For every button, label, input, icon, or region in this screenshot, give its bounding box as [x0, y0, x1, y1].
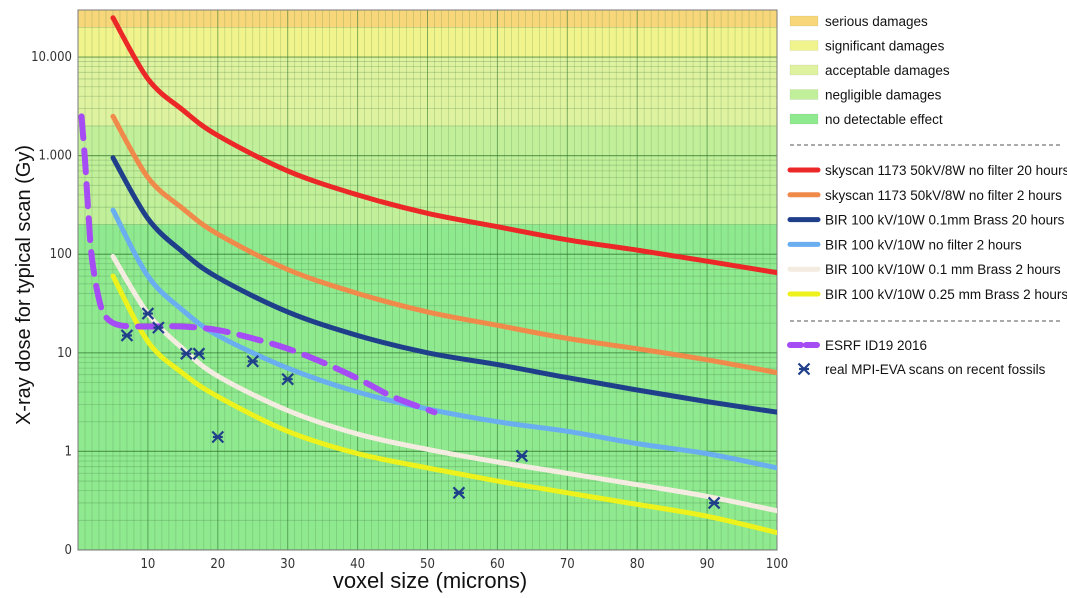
y-tick-label: 100: [50, 247, 72, 262]
legend-swatch: [789, 15, 819, 27]
legend: serious damages significant damages accept…: [787, 14, 1067, 377]
series-line: [110, 113, 777, 376]
scatter-point: [246, 355, 260, 368]
legend-swatch: [789, 113, 819, 125]
legend-label: BIR 100 kV/10W 0.1mm Brass 20 hours: [825, 213, 1065, 228]
x-tick-label: 60: [490, 557, 505, 572]
legend-label: negligible damages: [825, 88, 942, 103]
y-tick-labels: 0 1 10 100 1.000 10.000: [31, 50, 72, 558]
series-line: [110, 15, 777, 276]
scatter-point: [141, 307, 155, 320]
series-line: [110, 155, 777, 415]
legend-label: skyscan 1173 50kV/8W no filter 2 hours: [825, 188, 1062, 203]
x-tick-label: 20: [210, 557, 225, 572]
scatter-point: [515, 449, 529, 463]
scatter-points: [120, 307, 721, 510]
legend-swatch: [797, 362, 811, 376]
scatter-point: [452, 486, 466, 500]
scatter-point: [192, 347, 206, 360]
scatter-point: [281, 372, 294, 386]
x-tick-label: 40: [350, 557, 365, 572]
legend-label: serious damages: [825, 14, 928, 29]
legend-swatch: [789, 40, 819, 51]
x-tick-label: 100: [766, 557, 788, 572]
scatter-point: [180, 347, 193, 360]
x-tick-label: 10: [140, 557, 155, 572]
y-axis-title: X-ray dose for typical scan (Gy): [13, 145, 35, 425]
legend-label: significant damages: [825, 39, 945, 54]
scatter-point: [211, 430, 225, 444]
series-lines: [78, 15, 777, 536]
scatter-point: [707, 496, 721, 510]
legend-label: real MPI-EVA scans on recent fossils: [825, 362, 1046, 377]
legend-label: skyscan 1173 50kV/8W no filter 20 hours: [825, 163, 1067, 178]
x-tick-label: 70: [560, 557, 575, 572]
legend-label: ESRF ID19 2016: [825, 338, 927, 353]
y-tick-label: 0: [65, 543, 72, 558]
plot-border: [77, 9, 778, 551]
x-tick-label: 30: [280, 557, 295, 572]
legend-label: acceptable damages: [825, 63, 950, 78]
series-line: [110, 273, 777, 536]
y-tick-label: 10.000: [31, 50, 72, 65]
legend-label: no detectable effect: [825, 112, 943, 127]
legend-swatch: [789, 89, 819, 100]
x-tick-label: 80: [630, 557, 645, 572]
scatter-point: [152, 321, 165, 334]
legend-swatch: [789, 64, 819, 76]
y-tick-label: 10: [57, 346, 72, 361]
x-tick-labels: 10 20 30 40 50 60 70 80 90 100: [140, 557, 788, 572]
x-tick-label: 90: [700, 557, 715, 572]
scatter-point: [120, 329, 134, 342]
series-line: [78, 113, 438, 416]
x-axis-title: voxel size (microns): [333, 568, 527, 593]
legend-label: BIR 100 kV/10W 0.25 mm Brass 2 hours: [825, 287, 1067, 302]
y-tick-label: 1: [65, 444, 72, 459]
y-tick-label: 1.000: [39, 149, 72, 164]
legend-label: BIR 100 kV/10W 0.1 mm Brass 2 hours: [825, 262, 1061, 277]
legend-label: BIR 100 kV/10W no filter 2 hours: [825, 237, 1022, 252]
x-tick-label: 50: [420, 557, 435, 572]
